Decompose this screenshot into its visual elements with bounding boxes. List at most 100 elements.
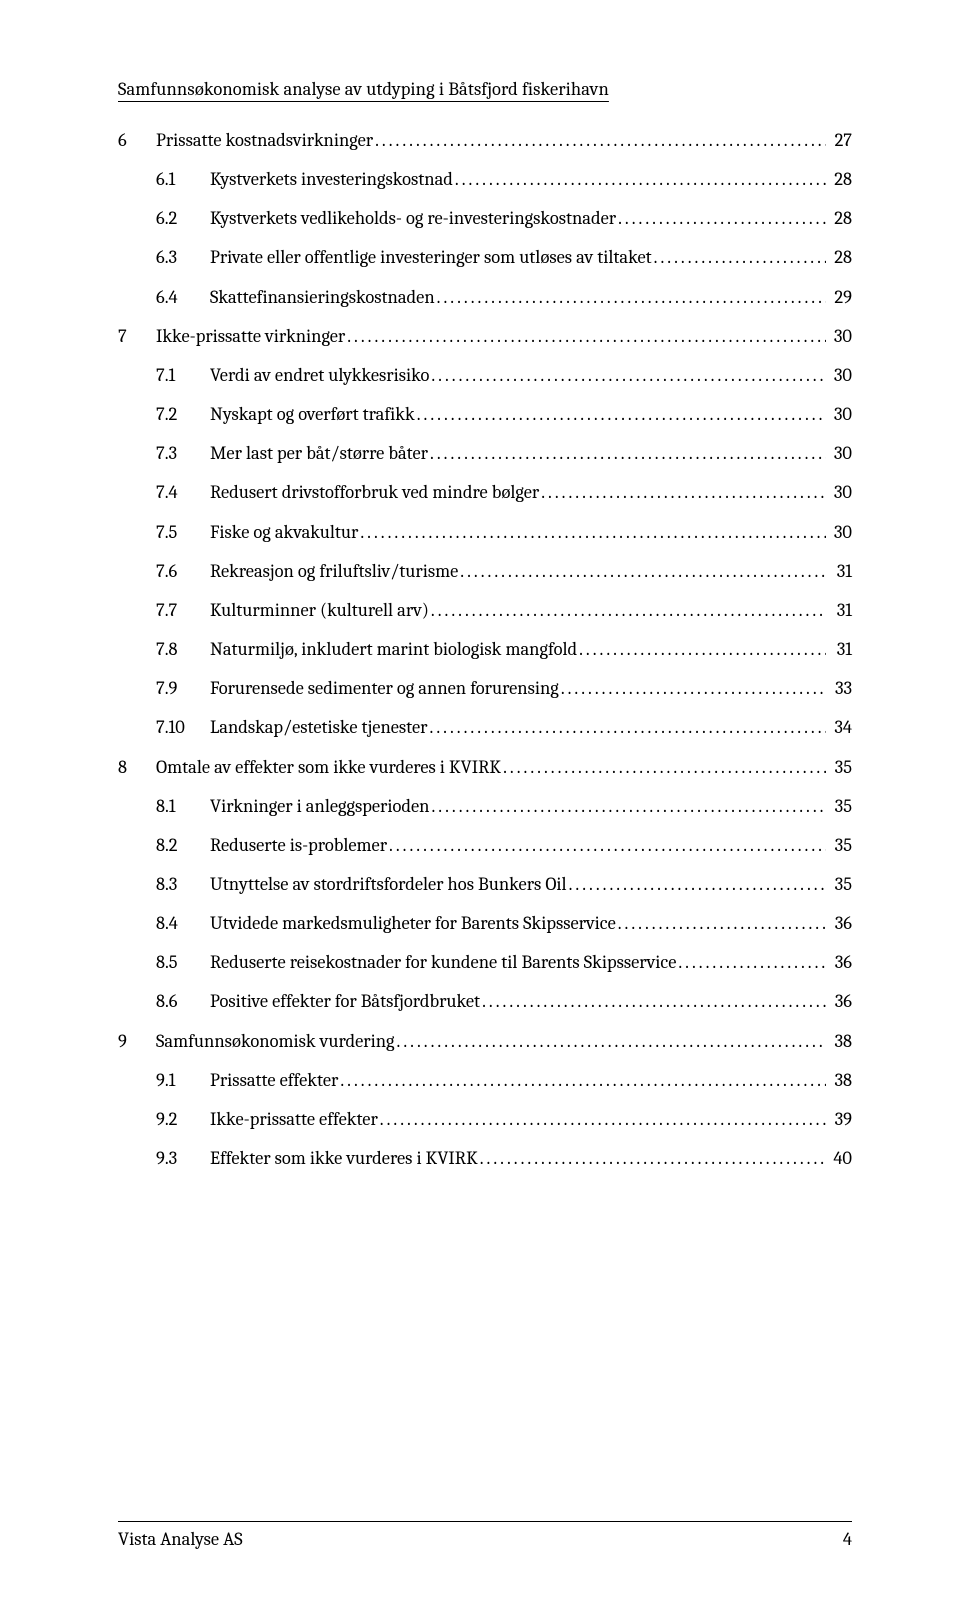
toc-entry-page: 38 bbox=[828, 1029, 852, 1054]
toc-entry-page: 35 bbox=[828, 755, 852, 780]
toc-leader-dots bbox=[431, 598, 826, 623]
toc-entry: 7.2Nyskapt og overført trafikk30 bbox=[118, 402, 852, 427]
toc-entry-title: Verdi av endret ulykkesrisiko bbox=[210, 363, 429, 388]
toc-leader-dots bbox=[437, 285, 826, 310]
toc-entry: 8.3Utnyttelse av stordriftsfordeler hos … bbox=[118, 872, 852, 897]
toc-leader-dots bbox=[460, 559, 826, 584]
toc-entry-number: 6 bbox=[118, 128, 156, 153]
toc-entry-page: 30 bbox=[828, 520, 852, 545]
toc-entry-title: Reduserte reisekostnader for kundene til… bbox=[210, 950, 676, 975]
toc-leader-dots bbox=[482, 989, 826, 1014]
toc-entry: 8.6Positive effekter for Båtsfjordbruket… bbox=[118, 989, 852, 1014]
toc-leader-dots bbox=[569, 872, 826, 897]
toc-entry-number: 9.2 bbox=[156, 1107, 210, 1132]
toc-leader-dots bbox=[380, 1107, 826, 1132]
toc-entry-title: Kulturminner (kulturell arv) bbox=[210, 598, 429, 623]
toc-entry-number: 8 bbox=[118, 755, 156, 780]
toc-entry-number: 8.3 bbox=[156, 872, 210, 897]
toc-entry: 7.7Kulturminner (kulturell arv)31 bbox=[118, 598, 852, 623]
toc-entry-title: Private eller offentlige investeringer s… bbox=[210, 245, 652, 270]
toc-entry: 6Prissatte kostnadsvirkninger 27 bbox=[118, 128, 852, 153]
toc-entry-page: 35 bbox=[828, 833, 852, 858]
toc-entry-page: 35 bbox=[828, 794, 852, 819]
toc-leader-dots bbox=[480, 1146, 826, 1171]
toc-entry-number: 7 bbox=[118, 324, 156, 349]
toc-entry-number: 7.5 bbox=[156, 520, 210, 545]
toc-leader-dots bbox=[503, 755, 826, 780]
toc-entry-page: 28 bbox=[828, 167, 852, 192]
toc-entry-number: 6.2 bbox=[156, 206, 210, 231]
toc-leader-dots bbox=[541, 480, 826, 505]
page-footer: Vista Analyse AS 4 bbox=[118, 1521, 852, 1550]
toc-entry-page: 34 bbox=[828, 715, 852, 740]
toc-entry: 6.1Kystverkets investeringskostnad 28 bbox=[118, 167, 852, 192]
toc-entry-number: 9.1 bbox=[156, 1068, 210, 1093]
toc-entry-number: 6.1 bbox=[156, 167, 210, 192]
toc-leader-dots bbox=[579, 637, 826, 662]
toc-entry-title: Samfunnsøkonomisk vurdering bbox=[156, 1029, 395, 1054]
toc-entry-number: 8.4 bbox=[156, 911, 210, 936]
toc-entry-title: Redusert drivstofforbruk ved mindre bølg… bbox=[210, 480, 539, 505]
toc-entry-title: Kystverkets investeringskostnad bbox=[210, 167, 453, 192]
toc-entry-title: Skattefinansieringskostnaden bbox=[210, 285, 435, 310]
toc-entry-page: 30 bbox=[828, 324, 852, 349]
toc-leader-dots bbox=[455, 167, 826, 192]
toc-entry-page: 36 bbox=[828, 911, 852, 936]
toc-entry-number: 8.1 bbox=[156, 794, 210, 819]
toc-entry-title: Prissatte effekter bbox=[210, 1068, 338, 1093]
toc-entry-title: Kystverkets vedlikeholds- og re-invester… bbox=[210, 206, 616, 231]
toc-entry: 7.9Forurensede sedimenter og annen forur… bbox=[118, 676, 852, 701]
toc-entry-page: 36 bbox=[828, 989, 852, 1014]
toc-entry-title: Prissatte kostnadsvirkninger bbox=[156, 128, 373, 153]
toc-leader-dots bbox=[389, 833, 826, 858]
toc-entry-title: Effekter som ikke vurderes i KVIRK bbox=[210, 1146, 478, 1171]
toc-entry: 6.3Private eller offentlige investeringe… bbox=[118, 245, 852, 270]
toc-entry: 7.6Rekreasjon og friluftsliv/turisme31 bbox=[118, 559, 852, 584]
toc-leader-dots bbox=[397, 1029, 826, 1054]
toc-entry-page: 31 bbox=[828, 598, 852, 623]
toc-entry-page: 29 bbox=[828, 285, 852, 310]
toc-entry-number: 9.3 bbox=[156, 1146, 210, 1171]
toc-entry-page: 27 bbox=[828, 128, 852, 153]
toc-entry-title: Reduserte is-problemer bbox=[210, 833, 387, 858]
toc-entry: 7Ikke-prissatte virkninger30 bbox=[118, 324, 852, 349]
toc-entry-page: 28 bbox=[828, 245, 852, 270]
toc-leader-dots bbox=[340, 1068, 826, 1093]
running-header: Samfunnsøkonomisk analyse av utdyping i … bbox=[118, 78, 852, 100]
toc-entry: 7.10Landskap/estetiske tjenester34 bbox=[118, 715, 852, 740]
toc-entry-title: Utvidede markedsmuligheter for Barents S… bbox=[210, 911, 616, 936]
toc-entry-page: 40 bbox=[828, 1146, 852, 1171]
toc-leader-dots bbox=[561, 676, 826, 701]
toc-entry: 8.2Reduserte is-problemer35 bbox=[118, 833, 852, 858]
toc-entry: 7.5Fiske og akvakultur 30 bbox=[118, 520, 852, 545]
toc-entry-page: 28 bbox=[828, 206, 852, 231]
toc-entry-number: 7.4 bbox=[156, 480, 210, 505]
toc-entry-number: 7.2 bbox=[156, 402, 210, 427]
toc-entry-title: Positive effekter for Båtsfjordbruket bbox=[210, 989, 480, 1014]
toc-leader-dots bbox=[618, 911, 826, 936]
toc-entry-number: 7.6 bbox=[156, 559, 210, 584]
toc-entry: 7.4Redusert drivstofforbruk ved mindre b… bbox=[118, 480, 852, 505]
toc-entry-title: Fiske og akvakultur bbox=[210, 520, 358, 545]
toc-entry-page: 30 bbox=[828, 441, 852, 466]
toc-leader-dots bbox=[431, 794, 826, 819]
footer-page-number: 4 bbox=[843, 1528, 852, 1550]
toc-entry-title: Landskap/estetiske tjenester bbox=[210, 715, 428, 740]
toc-leader-dots bbox=[654, 245, 826, 270]
toc-entry-title: Forurensede sedimenter og annen forurens… bbox=[210, 676, 559, 701]
toc-entry-number: 6.3 bbox=[156, 245, 210, 270]
toc-entry: 9.3Effekter som ikke vurderes i KVIRK 40 bbox=[118, 1146, 852, 1171]
toc-entry: 8Omtale av effekter som ikke vurderes i … bbox=[118, 755, 852, 780]
toc-entry-title: Ikke-prissatte effekter bbox=[210, 1107, 378, 1132]
toc-leader-dots bbox=[678, 950, 826, 975]
toc-leader-dots bbox=[347, 324, 826, 349]
toc-entry-title: Utnyttelse av stordriftsfordeler hos Bun… bbox=[210, 872, 567, 897]
toc-entry: 8.5Reduserte reisekostnader for kundene … bbox=[118, 950, 852, 975]
toc-entry: 8.4Utvidede markedsmuligheter for Barent… bbox=[118, 911, 852, 936]
toc-entry: 7.3Mer last per båt/større båter 30 bbox=[118, 441, 852, 466]
toc-entry-title: Mer last per båt/større båter bbox=[210, 441, 428, 466]
toc-entry: 6.4Skattefinansieringskostnaden29 bbox=[118, 285, 852, 310]
toc-entry-number: 7.3 bbox=[156, 441, 210, 466]
toc-leader-dots bbox=[360, 520, 826, 545]
toc-entry-page: 30 bbox=[828, 480, 852, 505]
